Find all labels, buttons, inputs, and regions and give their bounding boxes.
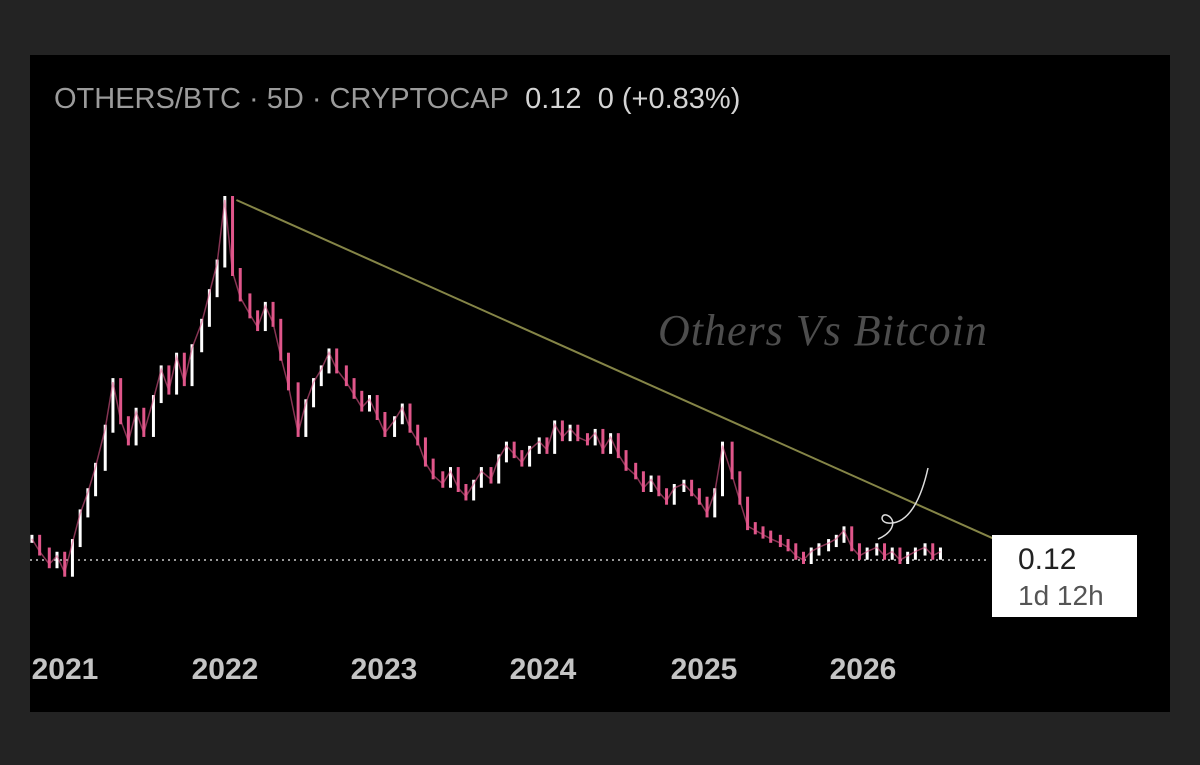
symbol-name[interactable]: OTHERS/BTC <box>54 83 241 115</box>
x-tick-label: 2025 <box>670 653 738 686</box>
price-series-line <box>31 199 941 575</box>
price-chart[interactable] <box>30 55 1170 712</box>
chart-annotation: Others Vs Bitcoin <box>658 306 988 355</box>
current-price-label: 0.12 1d 12h <box>992 535 1137 617</box>
x-tick-label: 2021 <box>31 653 99 686</box>
x-tick-label: 2024 <box>509 653 577 686</box>
exchange: CRYPTOCAP <box>329 83 509 115</box>
price-change-percent: (+0.83%) <box>621 83 741 115</box>
symbol-header: OTHERS/BTC · 5D · CRYPTOCAP 0.12 0 (+0.8… <box>54 83 741 115</box>
price-change: 0 <box>597 83 614 115</box>
hand-drawn-mark <box>877 467 929 540</box>
trendline <box>235 199 1071 574</box>
x-tick-label: 2026 <box>829 653 897 686</box>
chart-panel: OTHERS/BTC · 5D · CRYPTOCAP 0.12 0 (+0.8… <box>30 55 1170 712</box>
current-price-value: 0.12 <box>1018 543 1077 576</box>
interval[interactable]: 5D <box>266 83 304 115</box>
x-tick-label: 2023 <box>350 653 418 686</box>
bar-countdown: 1d 12h <box>1018 580 1104 611</box>
last-price: 0.12 <box>525 83 582 115</box>
x-tick-label: 2022 <box>191 653 259 686</box>
